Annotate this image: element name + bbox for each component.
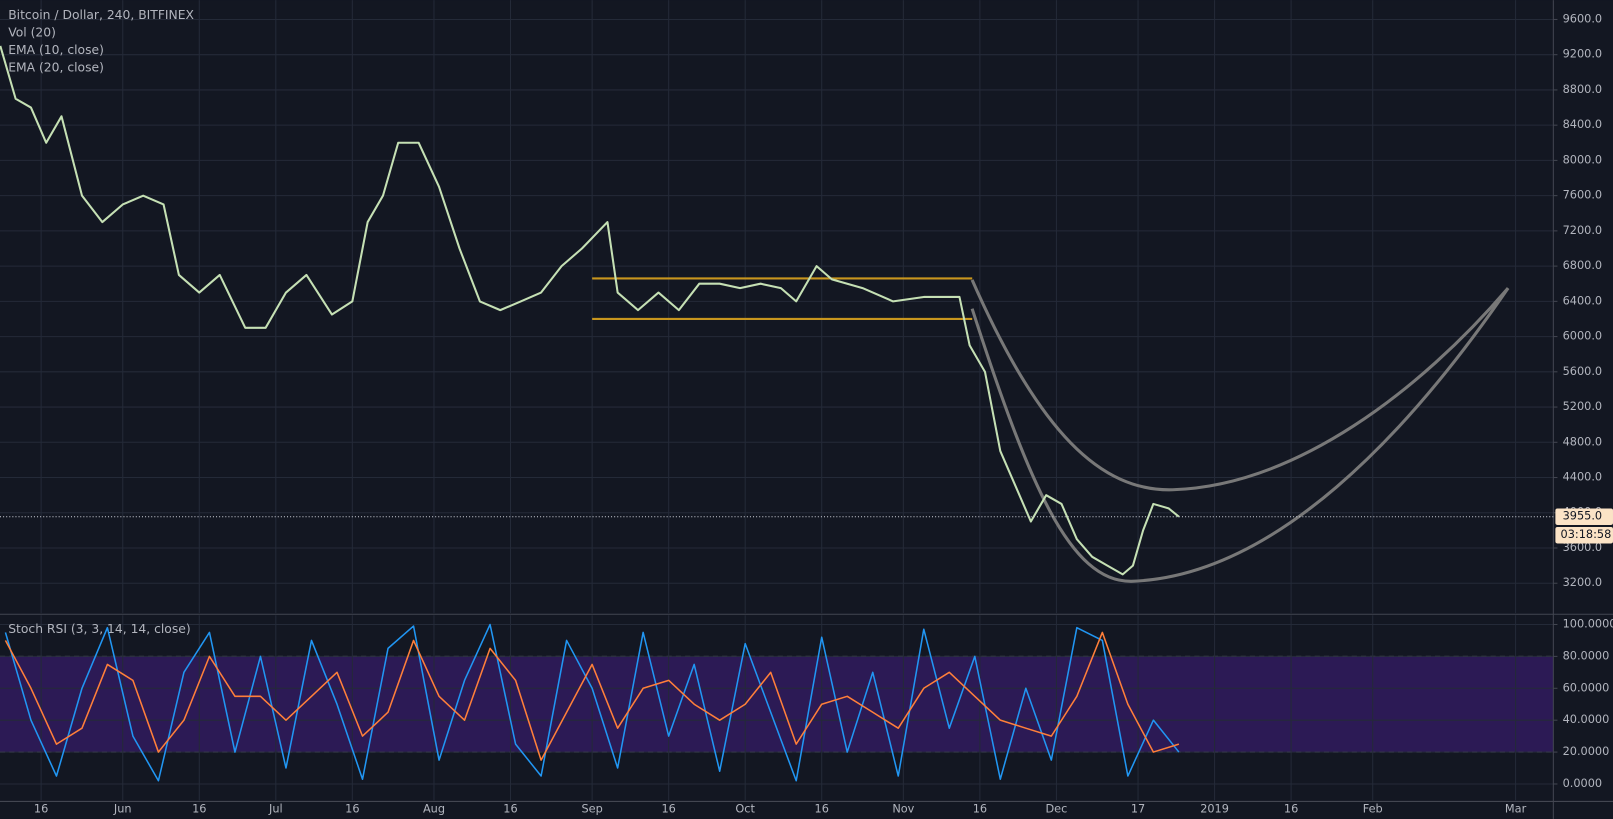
price-line bbox=[4, 623, 1180, 782]
x-tick-label: Oct bbox=[735, 803, 755, 816]
last-price-label: 3955.0 bbox=[1563, 510, 1603, 523]
x-tick-label: Feb bbox=[1363, 803, 1383, 816]
y-tick-label: 4800.0 bbox=[1563, 435, 1603, 448]
y-tick-label: 100.0000 bbox=[1563, 617, 1613, 630]
y-tick-label: 7600.0 bbox=[1563, 189, 1603, 202]
x-tick-label: Mar bbox=[1505, 803, 1527, 816]
y-tick-label: 5600.0 bbox=[1563, 365, 1603, 378]
y-tick-label: 0.0000 bbox=[1563, 777, 1603, 790]
y-tick-label: 5200.0 bbox=[1563, 400, 1603, 413]
x-tick-label: 16 bbox=[1284, 803, 1298, 816]
x-tick-label: 16 bbox=[192, 803, 206, 816]
y-tick-label: 3600.0 bbox=[1563, 541, 1603, 554]
indicator-label: EMA (20, close) bbox=[8, 60, 104, 74]
last-price-box bbox=[1555, 508, 1613, 525]
price-line bbox=[4, 631, 1180, 761]
indicator-label: EMA (10, close) bbox=[8, 43, 104, 57]
x-tick-label: 16 bbox=[34, 803, 48, 816]
chart-title: Bitcoin / Dollar, 240, BITFINEX bbox=[8, 8, 194, 22]
x-tick-label: 16 bbox=[503, 803, 517, 816]
x-tick-label: Aug bbox=[423, 803, 445, 816]
y-tick-label: 6800.0 bbox=[1563, 259, 1603, 272]
y-tick-label: 6000.0 bbox=[1563, 330, 1603, 343]
y-tick-label: 7200.0 bbox=[1563, 224, 1603, 237]
y-tick-label: 9200.0 bbox=[1563, 48, 1603, 61]
y-tick-label: 8000.0 bbox=[1563, 153, 1603, 166]
cup-curve bbox=[970, 287, 1510, 583]
x-tick-label: 16 bbox=[815, 803, 829, 816]
x-tick-label: 16 bbox=[973, 803, 987, 816]
x-tick-label: Jul bbox=[268, 803, 283, 816]
y-tick-label: 6400.0 bbox=[1563, 294, 1603, 307]
x-tick-label: Jun bbox=[113, 803, 132, 816]
band bbox=[0, 656, 1554, 753]
x-tick-label: Sep bbox=[581, 803, 602, 816]
y-tick-label: 9600.0 bbox=[1563, 12, 1603, 25]
grid bbox=[0, 0, 1554, 801]
x-tick-label: Dec bbox=[1045, 803, 1067, 816]
x-tick-label: 2019 bbox=[1200, 803, 1229, 816]
y-tick-label: 80.0000 bbox=[1563, 649, 1610, 662]
countdown-box bbox=[1555, 527, 1613, 544]
y-tick-label: 20.0000 bbox=[1563, 745, 1610, 758]
cup-curve bbox=[970, 279, 1510, 492]
indicator-label: Vol (20) bbox=[8, 25, 56, 39]
y-tick-label: 8400.0 bbox=[1563, 118, 1603, 131]
x-tick-label: 17 bbox=[1131, 803, 1145, 816]
y-tick-label: 60.0000 bbox=[1563, 681, 1610, 694]
y-tick-label: 3200.0 bbox=[1563, 576, 1603, 589]
x-tick-label: 16 bbox=[345, 803, 359, 816]
y-tick-label: 8800.0 bbox=[1563, 83, 1603, 96]
countdown-label: 03:18:58 bbox=[1561, 528, 1612, 541]
price-line bbox=[0, 45, 1180, 576]
indicator-label: Stoch RSI (3, 3, 14, 14, close) bbox=[8, 622, 190, 636]
y-tick-label: 40.0000 bbox=[1563, 713, 1610, 726]
x-tick-label: Nov bbox=[892, 803, 914, 816]
x-tick-label: 16 bbox=[661, 803, 675, 816]
y-tick-label: 4400.0 bbox=[1563, 471, 1603, 484]
